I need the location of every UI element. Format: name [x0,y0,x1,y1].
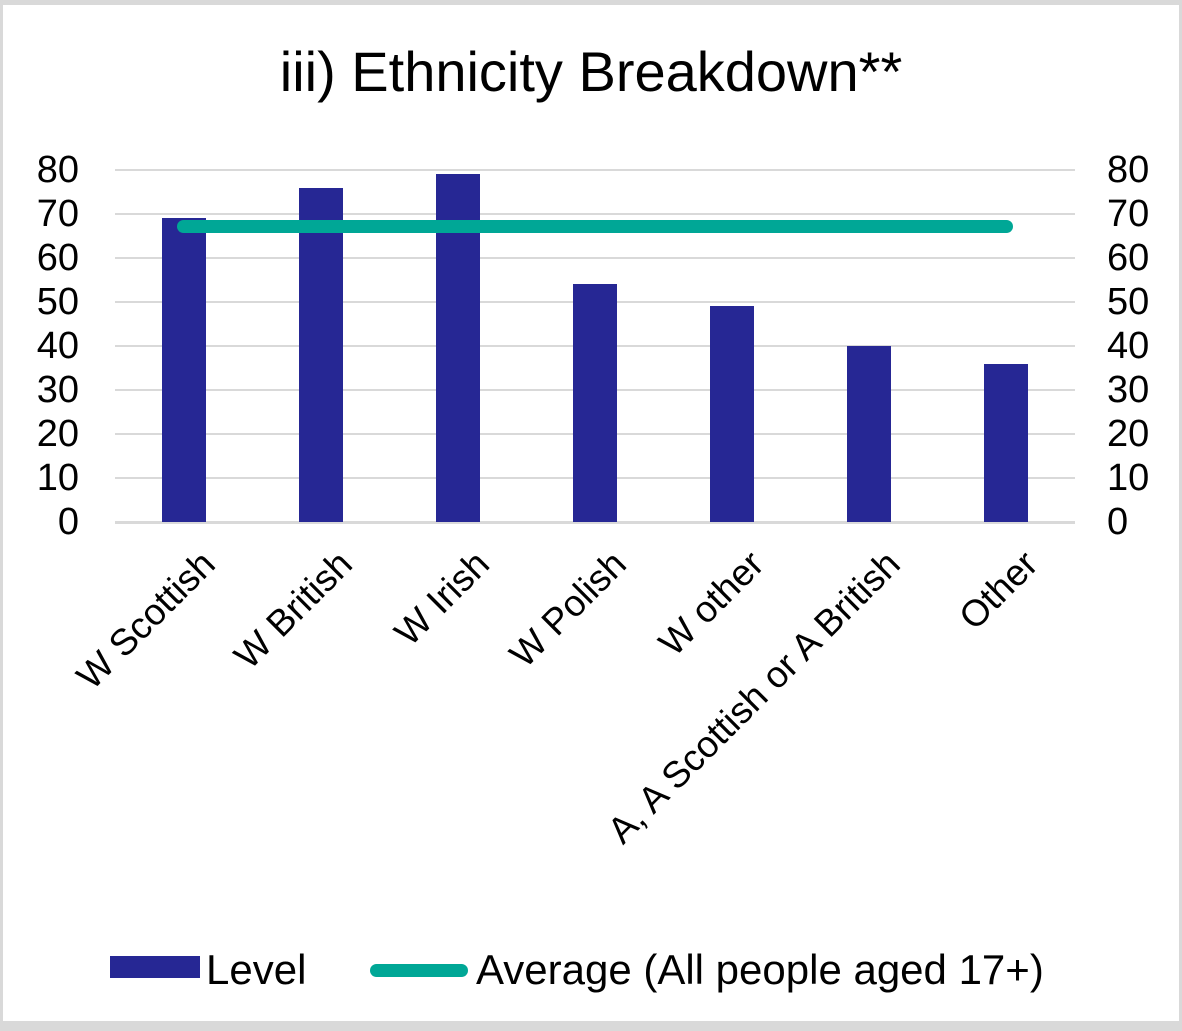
bar-w-polish [573,284,617,522]
bar-w-other [710,306,755,522]
y-axis-right-tick-10: 10 [1107,457,1150,499]
y-axis-left-tick-60: 60 [36,237,79,279]
bar-other [984,363,1029,522]
legend-line-swatch [370,964,468,977]
y-axis-right-tick-30: 30 [1107,369,1150,411]
gridline-80 [115,169,1075,171]
x-axis-label-other: Other [950,543,1046,638]
y-axis-right-tick-20: 20 [1107,413,1150,455]
legend-label-average: Average (All people aged 17+) [476,946,1044,993]
y-axis-left-tick-10: 10 [36,457,79,499]
y-axis-left-tick-30: 30 [36,369,79,411]
legend-label-level: Level [206,946,307,993]
y-axis-right-tick-70: 70 [1107,193,1150,235]
y-axis-left-tick-40: 40 [36,325,79,367]
gridline-70 [115,213,1075,215]
bar-w-scottish [161,218,206,522]
y-axis-left-tick-80: 80 [36,149,79,191]
legend-bar-swatch [110,956,200,978]
y-axis-right-tick-50: 50 [1107,281,1150,323]
x-axis-label-w-polish: W Polish [501,543,634,676]
y-axis-right-tick-80: 80 [1107,149,1150,191]
y-axis-left-tick-0: 0 [57,501,79,543]
gridline-60 [115,257,1075,259]
average-line [176,220,1014,234]
chart-title: iii) Ethnicity Breakdown** [279,40,903,103]
bar-w-british [298,187,343,522]
y-axis-right-tick-0: 0 [1107,501,1129,543]
y-axis-right-tick-60: 60 [1107,237,1150,279]
x-axis-label-w-other: W other [650,543,772,664]
x-axis-label-w-irish: W Irish [386,543,497,654]
gridline-0 [115,521,1075,524]
y-axis-left-tick-50: 50 [36,281,79,323]
bar-a-a-scottish-or-a-british [847,346,892,522]
y-axis-left-tick-70: 70 [36,193,79,235]
x-axis-label-w-scottish: W Scottish [68,543,223,698]
x-axis-label-w-british: W British [226,543,360,677]
y-axis-right-tick-40: 40 [1107,325,1150,367]
y-axis-left-tick-20: 20 [36,413,79,455]
